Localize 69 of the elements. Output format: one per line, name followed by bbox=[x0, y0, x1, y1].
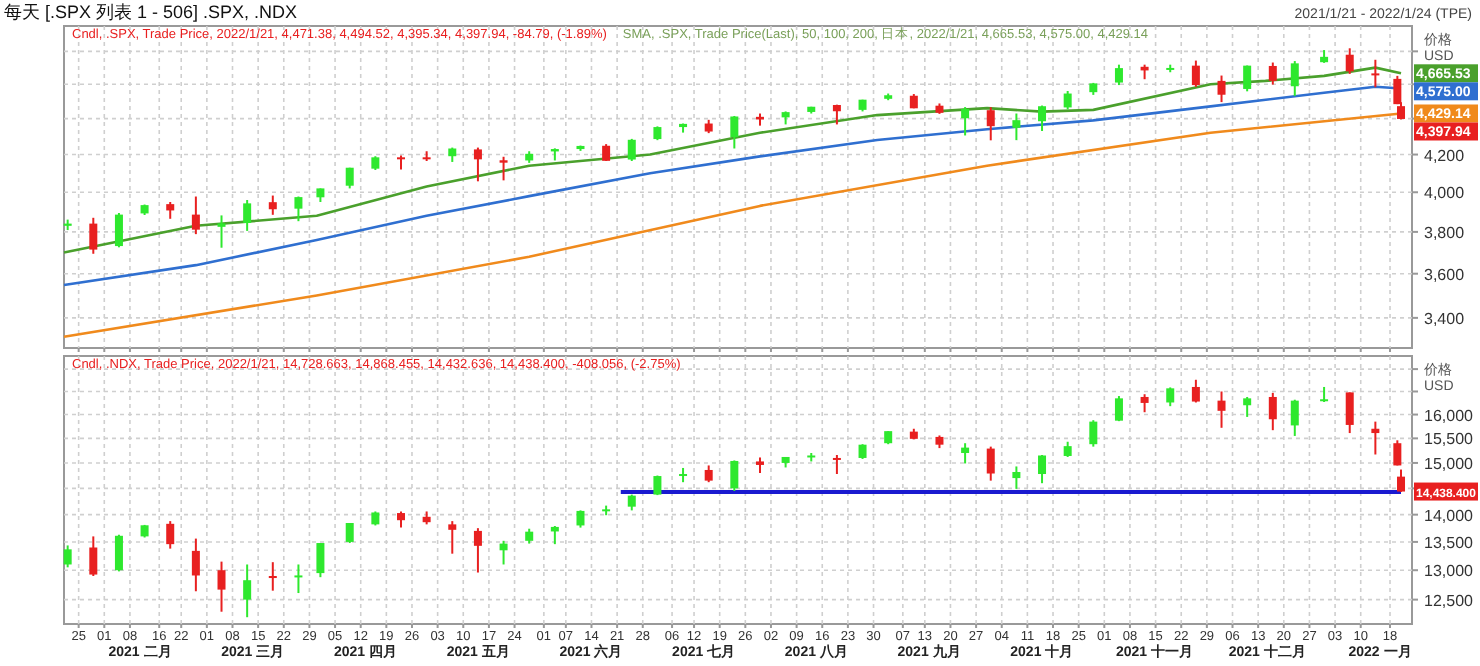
candlestick bbox=[1217, 390, 1226, 429]
candlestick bbox=[114, 212, 123, 249]
candlestick bbox=[191, 537, 200, 593]
candlestick bbox=[316, 542, 325, 579]
y-tick-label: 3,400 bbox=[1424, 309, 1466, 328]
y-tick-label: 12,500 bbox=[1424, 591, 1475, 610]
candlestick bbox=[730, 459, 739, 492]
line-series bbox=[62, 66, 1403, 254]
y-tick-label: 15,500 bbox=[1424, 430, 1475, 449]
candlestick bbox=[243, 563, 252, 619]
candlestick bbox=[1243, 64, 1252, 93]
candlestick bbox=[1268, 61, 1277, 86]
y-tick-label: 4,000 bbox=[1424, 184, 1466, 203]
y-tick-label: 13,000 bbox=[1424, 562, 1475, 581]
candlestick bbox=[217, 560, 226, 613]
candlestick bbox=[166, 520, 175, 550]
candlestick bbox=[268, 194, 277, 216]
candlestick bbox=[1012, 465, 1021, 490]
candlestick bbox=[268, 561, 277, 592]
candlestick bbox=[63, 544, 72, 569]
candlestick bbox=[1063, 89, 1072, 111]
candlestick bbox=[961, 106, 970, 137]
candlestick bbox=[89, 535, 98, 578]
candlestick bbox=[1345, 47, 1354, 75]
candlestick bbox=[1243, 395, 1252, 418]
candlestick bbox=[294, 563, 303, 595]
candlestick bbox=[217, 214, 226, 249]
y-tick-label: 14,000 bbox=[1424, 506, 1475, 525]
candlestick bbox=[1114, 395, 1123, 423]
candlestick bbox=[499, 155, 508, 182]
candlestick bbox=[627, 137, 636, 163]
chart-title: 每天 [.SPX 列表 1 - 506] .SPX, .NDX bbox=[4, 2, 298, 22]
candlestick bbox=[345, 522, 354, 545]
candlestick bbox=[448, 520, 457, 555]
candlestick bbox=[1345, 391, 1354, 435]
candlestick bbox=[89, 216, 98, 255]
candlestick bbox=[1290, 60, 1299, 97]
candlestick bbox=[114, 533, 123, 573]
y-tick-label: 3,600 bbox=[1424, 265, 1466, 284]
candlestick bbox=[243, 199, 252, 232]
candlestick bbox=[1217, 74, 1226, 104]
y-tick-label: 15,000 bbox=[1424, 454, 1475, 473]
candlestick bbox=[1191, 59, 1200, 88]
candlestick bbox=[473, 527, 482, 574]
candlestick bbox=[1166, 386, 1175, 408]
y-tick-label: 4,200 bbox=[1424, 146, 1466, 165]
candlestick bbox=[1393, 439, 1402, 467]
candlestick bbox=[473, 146, 482, 183]
candlestick bbox=[986, 445, 995, 482]
candlestick bbox=[397, 154, 405, 171]
candlestick bbox=[1290, 398, 1299, 437]
candlestick bbox=[294, 195, 303, 223]
candlestick bbox=[1012, 112, 1021, 142]
candlestick bbox=[961, 442, 970, 465]
y-tick-label: 13,500 bbox=[1424, 533, 1475, 552]
candlestick bbox=[1089, 419, 1098, 448]
candlestick bbox=[1038, 104, 1047, 132]
candlestick bbox=[986, 106, 995, 142]
candlestick bbox=[191, 195, 200, 236]
y-tick-label: 16,000 bbox=[1424, 406, 1475, 425]
candlestick bbox=[1038, 453, 1047, 485]
candlestick bbox=[1268, 391, 1277, 432]
y-tick-label: 3,800 bbox=[1424, 223, 1466, 242]
candlestick bbox=[1371, 420, 1380, 456]
candlestick bbox=[1371, 58, 1380, 89]
candlestick bbox=[1114, 63, 1123, 87]
candlestick bbox=[730, 114, 739, 150]
candlestick bbox=[832, 453, 841, 476]
candlestick bbox=[1397, 468, 1406, 493]
